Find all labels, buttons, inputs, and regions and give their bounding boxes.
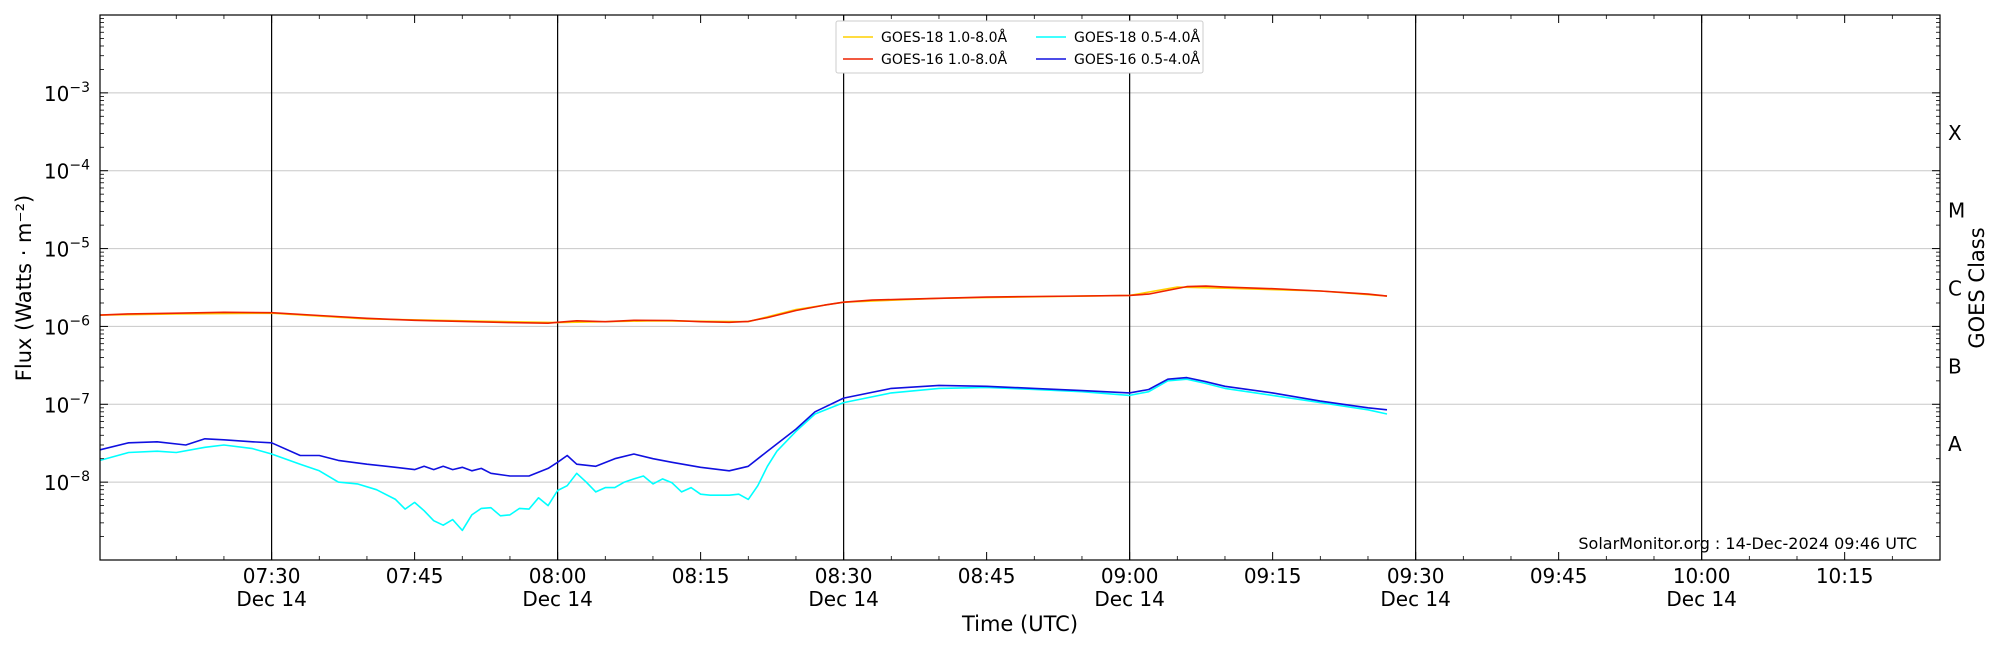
legend-label: GOES-18 0.5-4.0Å [1074, 29, 1200, 46]
x-tick-date: Dec 14 [522, 587, 593, 611]
legend-label: GOES-16 1.0-8.0Å [881, 51, 1007, 68]
x-tick-label: 08:45 [958, 564, 1016, 588]
legend-label: GOES-16 0.5-4.0Å [1074, 51, 1200, 68]
x-tick-date: Dec 14 [1666, 587, 1737, 611]
x-tick-label: 08:00 [529, 564, 587, 588]
y-axis-ticks: 10−810−710−610−510−410−3 [44, 18, 1940, 537]
y-tick-exponent: −3 [69, 80, 90, 96]
goes-class-a: A [1948, 432, 1962, 456]
y-tick-label: 10−8 [44, 469, 90, 495]
x-tick-label: 09:45 [1530, 564, 1588, 588]
y-tick-label: 10−5 [44, 236, 90, 262]
x-tick-date: Dec 14 [1094, 587, 1165, 611]
y-tick-base: 10 [44, 393, 69, 417]
y-tick-base: 10 [44, 82, 69, 106]
x-tick-label: 08:30 [815, 564, 873, 588]
y-tick-base: 10 [44, 238, 69, 262]
x-tick-date: Dec 14 [808, 587, 879, 611]
legend: GOES-18 1.0-8.0Å GOES-18 0.5-4.0Å GOES-16 … [835, 20, 1204, 74]
y-axis-title: Flux (Watts · m⁻²) [12, 195, 36, 381]
x-tick-label: 10:00 [1673, 564, 1731, 588]
legend-label: GOES-18 1.0-8.0Å [881, 29, 1007, 46]
x-axis-title: Time (UTC) [961, 612, 1078, 636]
data-series [99, 285, 1388, 532]
y-tick-exponent: −6 [69, 313, 90, 329]
x-tick-label: 08:15 [672, 564, 730, 588]
goes-class-labels: A B C M X [1948, 121, 1965, 456]
y-tick-exponent: −7 [69, 391, 90, 407]
y-tick-base: 10 [44, 471, 69, 495]
x-tick-label: 07:45 [386, 564, 444, 588]
x-tick-label: 10:15 [1816, 564, 1874, 588]
y-tick-exponent: −4 [69, 158, 90, 174]
watermark: SolarMonitor.org : 14-Dec-2024 09:46 UTC [1578, 534, 1917, 553]
x-tick-label: 09:00 [1101, 564, 1159, 588]
goes-class-b: B [1948, 354, 1962, 378]
y-tick-label: 10−7 [44, 391, 90, 417]
goes-class-c: C [1948, 277, 1962, 301]
goes-class-m: M [1948, 199, 1965, 223]
plot-background [100, 15, 1940, 560]
x-tick-label: 07:30 [243, 564, 301, 588]
x-tick-label: 09:30 [1387, 564, 1445, 588]
y2-axis-title: GOES Class [1965, 227, 1989, 348]
x-tick-date: Dec 14 [236, 587, 307, 611]
plot-frame [99, 14, 1941, 561]
y-tick-exponent: −8 [69, 469, 90, 485]
x-tick-date: Dec 14 [1380, 587, 1451, 611]
series-line-1 [99, 285, 1388, 325]
series-line-3 [99, 376, 1388, 477]
x-tick-label: 09:15 [1244, 564, 1302, 588]
y-tick-label: 10−6 [44, 313, 90, 339]
series-line-2 [99, 378, 1388, 532]
day-vertical-lines [271, 15, 1703, 560]
y-tick-base: 10 [44, 315, 69, 339]
y-tick-base: 10 [44, 160, 69, 184]
y-tick-label: 10−4 [44, 158, 90, 184]
legend-box [835, 20, 1204, 74]
y-tick-label: 10−3 [44, 80, 90, 106]
goes-class-x: X [1948, 121, 1962, 145]
y-tick-exponent: −5 [69, 236, 90, 252]
grid-lines [100, 92, 1940, 483]
